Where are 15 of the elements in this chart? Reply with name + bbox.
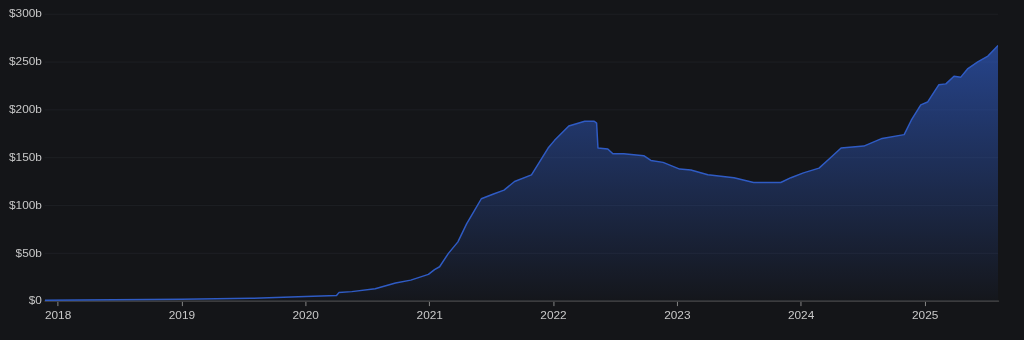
x-tick-label: 2021 <box>416 308 443 322</box>
y-tick-label: $100b <box>9 197 43 211</box>
x-tick-label: 2018 <box>44 308 72 322</box>
x-tick-label: 2024 <box>787 308 815 322</box>
x-tick-label: 2023 <box>664 308 691 322</box>
y-tick-label: $300b <box>9 6 43 20</box>
y-tick-label: $150b <box>9 149 43 163</box>
y-tick-label: $50b <box>15 245 43 259</box>
x-tick-label: 2022 <box>540 308 567 322</box>
y-tick-label: $200b <box>9 102 43 115</box>
y-tick-label: $0 <box>28 293 43 307</box>
x-tick-label: 2025 <box>912 308 939 322</box>
x-tick-label: 2019 <box>168 308 196 322</box>
y-tick-label: $250b <box>9 54 43 68</box>
x-tick-label: 2020 <box>292 308 320 322</box>
